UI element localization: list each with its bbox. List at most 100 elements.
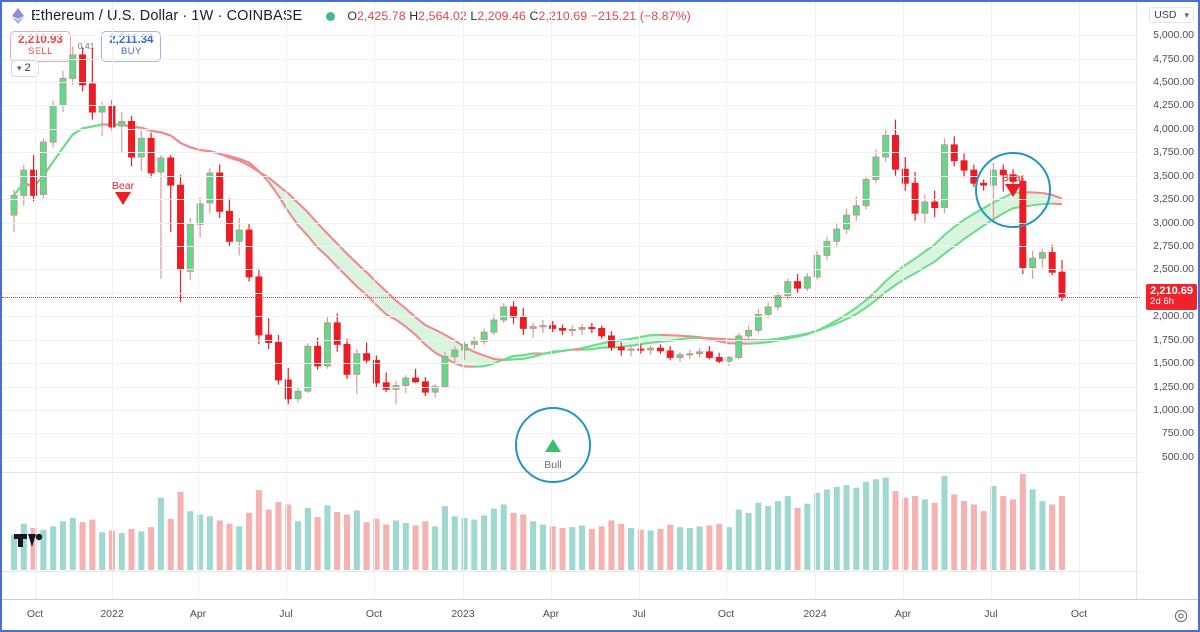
- price-axis-tick: 1,250.00: [1153, 380, 1194, 393]
- price-axis-tick: 3,250.00: [1153, 193, 1194, 206]
- time-axis-tick: Apr: [894, 608, 912, 620]
- time-axis-tick: 2022: [100, 608, 124, 620]
- grid-line-horizontal: [2, 292, 1140, 294]
- grid-line-horizontal: [2, 82, 1140, 84]
- down-triangle-marker[interactable]: [1005, 184, 1021, 197]
- spread-value: 0.41: [77, 41, 95, 52]
- change-value: −215.21 (−8.87%): [590, 9, 691, 23]
- currency-selector[interactable]: USD ▾: [1149, 7, 1194, 23]
- grid-line-vertical: [286, 2, 287, 602]
- chevron-down-icon: ▾: [17, 62, 22, 73]
- annotation-circle[interactable]: [975, 152, 1051, 228]
- indicator-count: 2: [24, 62, 31, 74]
- time-axis-tick: Oct: [365, 608, 383, 620]
- up-triangle-marker[interactable]: [545, 439, 561, 452]
- price-axis-tick: 500.00: [1161, 450, 1194, 463]
- high-value: 2,564.02: [418, 9, 467, 23]
- price-axis-tick: 3,500.00: [1153, 169, 1194, 182]
- high-label: H: [409, 9, 419, 23]
- time-axis-tick: Jul: [632, 608, 646, 620]
- grid-line-vertical: [374, 2, 375, 602]
- grid-line-horizontal: [2, 35, 1140, 37]
- candlestick-series: [10, 46, 1066, 570]
- symbol-title[interactable]: Ethereum / U.S. Dollar · 1W · COINBASE: [31, 8, 303, 24]
- grid-line-vertical: [198, 2, 199, 602]
- price-axis-tick: 4,250.00: [1153, 99, 1194, 112]
- price-axis-tick: 3,750.00: [1153, 146, 1194, 159]
- price-axis[interactable]: USD ▾ 5,000.00 4,750.00 4,500.00 4,250.00 4,…: [1136, 2, 1198, 602]
- price-axis-tick: 3,000.00: [1153, 216, 1194, 229]
- grid-line-horizontal: [2, 152, 1140, 154]
- down-triangle-marker[interactable]: [115, 192, 131, 205]
- grid-line-vertical: [991, 2, 992, 602]
- time-axis-tick: Oct: [717, 608, 735, 620]
- sell-price: 2,210.93: [18, 34, 63, 46]
- open-value: 2,425.78: [356, 9, 406, 23]
- currency-label: USD: [1154, 9, 1177, 21]
- grid-line-horizontal: [2, 363, 1140, 365]
- price-axis-tick: 2,750.00: [1153, 240, 1194, 252]
- grid-line-horizontal: [2, 199, 1140, 201]
- time-axis-tick: Jul: [984, 608, 998, 620]
- grid-line-horizontal: [2, 246, 1140, 247]
- price-axis-tick: 2,000.00: [1153, 310, 1194, 323]
- price-axis-tick: 4,500.00: [1153, 76, 1194, 89]
- grid-line-vertical: [726, 2, 727, 602]
- chart-plot-area[interactable]: Bear Bull Bear: [2, 2, 1140, 602]
- pane-divider-bottom: [2, 571, 1140, 572]
- price-axis-tick: 1,750.00: [1153, 333, 1194, 346]
- sell-label: SELL: [27, 45, 53, 57]
- price-axis-tick: 4,750.00: [1153, 52, 1194, 65]
- tradingview-logo: [14, 530, 44, 550]
- price-axis-tick: 1,500.00: [1153, 357, 1194, 370]
- grid-line-horizontal: [2, 175, 1140, 177]
- time-axis[interactable]: Oct 2022 Apr Jul Oct 2023 Apr Jul Oct 2024 Apr Jul O…: [2, 599, 1198, 630]
- price-axis-tick: 1,000.00: [1153, 403, 1194, 416]
- time-axis-tick: 2024: [803, 608, 827, 620]
- grid-line-horizontal: [2, 409, 1140, 411]
- grid-line-vertical: [463, 2, 464, 602]
- grid-line-horizontal: [2, 105, 1140, 107]
- market-open-dot: [326, 11, 336, 21]
- grid-line-vertical: [815, 2, 816, 602]
- indicator-count-chip[interactable]: ▾ 2: [11, 60, 39, 77]
- grid-line-vertical: [903, 2, 904, 602]
- time-axis-tick: Oct: [26, 608, 44, 620]
- replay-clock-icon[interactable]: [1174, 609, 1188, 623]
- time-axis-tick: Apr: [189, 608, 207, 620]
- current-price-line: [2, 296, 1140, 298]
- buy-price: 2,211.34: [109, 34, 154, 46]
- price-axis-tick: 750.00: [1161, 427, 1194, 440]
- time-axis-tick: Oct: [1070, 608, 1088, 620]
- grid-line-horizontal: [2, 386, 1140, 388]
- low-value: 2,209.46: [477, 9, 526, 23]
- grid-line-vertical: [551, 2, 552, 602]
- grid-line-horizontal: [2, 339, 1140, 341]
- annotation-circle[interactable]: [515, 407, 591, 483]
- grid-line-horizontal: [2, 269, 1140, 271]
- grid-line-horizontal: [2, 58, 1140, 60]
- grid-line-vertical: [112, 2, 113, 602]
- time-axis-tick: Jul: [279, 608, 293, 620]
- time-axis-tick: Apr: [542, 608, 560, 620]
- current-price-value: 2,210.69: [1150, 284, 1193, 297]
- ohlc-legend: O2,425.78 H2,564.02 L2,209.46 C2,210.69 …: [347, 9, 690, 23]
- grid-line-horizontal: [2, 222, 1140, 224]
- current-price-tag: 2,210.69 2d 6h: [1146, 283, 1197, 310]
- grid-line-horizontal: [2, 128, 1140, 130]
- annotation-label: Bull: [544, 459, 562, 471]
- bar-countdown: 2d 6h: [1150, 296, 1174, 308]
- annotation-label: Bear: [111, 180, 135, 192]
- close-label: C: [529, 9, 539, 23]
- annotation-label: Bear: [1001, 172, 1025, 184]
- grid-line-horizontal: [2, 316, 1140, 318]
- low-label: L: [470, 9, 478, 23]
- price-axis-tick: 5,000.00: [1153, 29, 1194, 42]
- grid-line-vertical: [639, 2, 640, 602]
- close-value: 2,210.69: [538, 9, 588, 23]
- price-axis-tick: 4,000.00: [1153, 122, 1194, 135]
- ethereum-diamond-icon: [12, 8, 24, 24]
- chevron-down-icon: ▾: [1184, 9, 1189, 20]
- grid-line-vertical: [1079, 2, 1080, 602]
